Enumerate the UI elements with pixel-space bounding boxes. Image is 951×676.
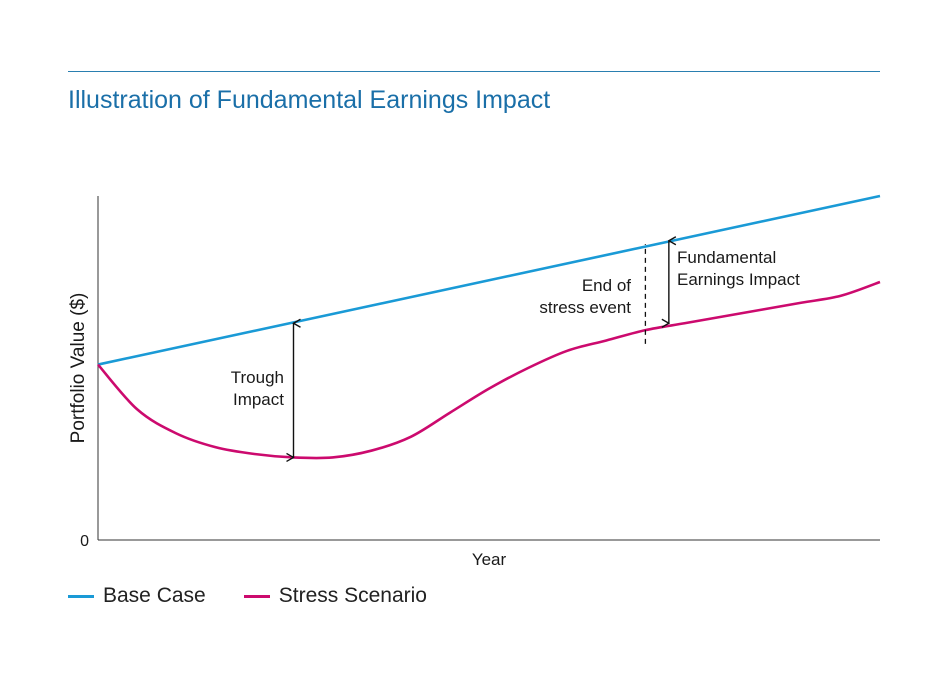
y-tick-label-zero: 0: [80, 533, 89, 550]
y-axis-label: Portfolio Value ($): [68, 293, 89, 444]
trough-impact-label-line-2: Impact: [233, 390, 284, 409]
stress-end-label-line-2: stress event: [539, 298, 631, 317]
legend-swatch-stress-scenario: [243, 594, 270, 598]
stress-end-label-line-1: End of: [582, 276, 631, 295]
trough-impact-label-line-1: Trough: [231, 368, 284, 387]
legend-item-stress-scenario: Stress Scenario: [243, 584, 427, 608]
fundamental-impact-label-line-2: Earnings Impact: [677, 270, 800, 289]
legend-swatch-base-case: [68, 594, 94, 598]
legend-item-base-case: Base Case: [68, 584, 206, 608]
series-line-base-case: [97, 194, 881, 366]
legend-label-base-case: Base Case: [103, 584, 206, 607]
series-line-stress-scenario: [97, 280, 881, 460]
chart-legend: Base Case Stress Scenario: [68, 584, 465, 608]
fundamental-impact-label-line-1: Fundamental: [677, 248, 776, 267]
title-rule: [68, 71, 880, 72]
legend-label-stress-scenario: Stress Scenario: [278, 584, 427, 607]
x-axis-label: Year: [472, 550, 507, 569]
chart-title: Illustration of Fundamental Earnings Imp…: [68, 86, 551, 114]
